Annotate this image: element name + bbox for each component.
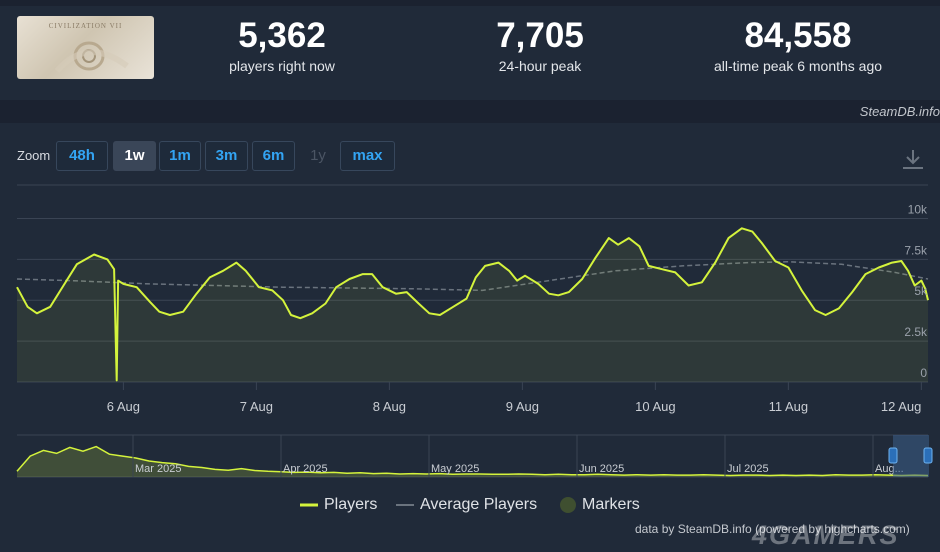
navigator-handle[interactable]	[888, 447, 898, 464]
y-tick-label: 2.5k	[904, 325, 928, 339]
chart-credit: data by SteamDB.info (powered by highcha…	[635, 522, 910, 536]
chart-gridlines	[17, 184, 928, 383]
x-tick-label: 7 Aug	[240, 399, 273, 414]
line-swatch-icon	[300, 503, 318, 507]
y-tick-label: 5k	[914, 284, 928, 298]
time-navigator[interactable]: Mar 2025 Apr 2025 May 2025 Jun 2025 Jul 2025…	[0, 432, 940, 480]
zoom-1y-button[interactable]: 1y	[310, 147, 326, 164]
navigator-month-label: May 2025	[431, 463, 479, 475]
navigator-month-label: Jun 2025	[579, 463, 624, 475]
dash-swatch-icon	[396, 503, 414, 506]
stat-value: 84,558	[744, 16, 852, 55]
players-series-line[interactable]	[16, 227, 929, 382]
zoom-max-button[interactable]: max	[340, 141, 395, 171]
navigator-month-label: Jul 2025	[727, 463, 769, 475]
x-tick-label: 10 Aug	[635, 399, 676, 414]
zoom-1m-button[interactable]: 1m	[159, 141, 201, 171]
circle-swatch-icon	[560, 496, 576, 513]
navigator-month-label: Apr 2025	[283, 463, 328, 475]
stat-value: 5,362	[238, 16, 326, 55]
navigator-selection[interactable]	[893, 435, 929, 477]
x-tick-label: 12 Aug	[881, 399, 922, 414]
thumbnail-caption: CIVILIZATION VII	[48, 22, 123, 30]
legend-item-players[interactable]: Players	[300, 496, 377, 514]
legend-label: Average Players	[420, 496, 538, 513]
players-area	[17, 228, 928, 382]
brand-watermark: 4GAMERS	[752, 520, 900, 550]
y-tick-label: 0	[920, 366, 927, 380]
game-thumbnail[interactable]: CIVILIZATION VII	[17, 16, 154, 79]
stat-label: players right now	[229, 58, 335, 74]
player-count-chart[interactable]: 0 2.5k 5k 7.5k 10k 6 Aug 7 Aug 8 Aug 9 Aug 10 Au…	[0, 180, 940, 420]
y-tick-label: 10k	[908, 202, 928, 216]
navigator-series-line	[16, 445, 929, 477]
stat-current-players: 5,362 players right now	[172, 16, 392, 74]
zoom-3m-button[interactable]: 3m	[205, 141, 248, 171]
navigator-month-label: Mar 2025	[135, 463, 181, 475]
x-tick-label: 6 Aug	[107, 399, 140, 414]
zoom-1w-button[interactable]: 1w	[113, 141, 156, 171]
stat-value: 7,705	[496, 16, 584, 55]
x-tick-label: 11 Aug	[769, 399, 809, 414]
steamdb-watermark: SteamDB.info	[859, 104, 940, 119]
navigator-handle[interactable]	[923, 447, 933, 464]
legend-label: Markers	[582, 496, 640, 513]
legend-label: Players	[324, 496, 378, 513]
stat-all-time-peak: 84,558 all-time peak 6 months ago	[688, 16, 908, 74]
zoom-48h-button[interactable]: 48h	[56, 141, 108, 171]
stat-24h-peak: 7,705 24-hour peak	[430, 16, 650, 74]
x-tick-label: 9 Aug	[506, 399, 539, 414]
download-icon[interactable]	[900, 148, 926, 172]
stats-bar	[0, 6, 940, 100]
x-tick-label: 8 Aug	[373, 399, 406, 414]
stat-label: all-time peak 6 months ago	[713, 58, 883, 74]
chart-panel	[0, 123, 940, 552]
game-emblem-icon	[54, 41, 129, 74]
legend-item-average-players[interactable]: Average Players	[396, 496, 537, 514]
y-tick-label: 7.5k	[904, 243, 928, 257]
legend-item-markers[interactable]: Markers	[560, 496, 640, 514]
zoom-6m-button[interactable]: 6m	[252, 141, 295, 171]
average-players-series-line[interactable]	[16, 261, 929, 292]
stat-label: 24-hour peak	[498, 58, 582, 74]
zoom-label: Zoom	[17, 148, 51, 163]
